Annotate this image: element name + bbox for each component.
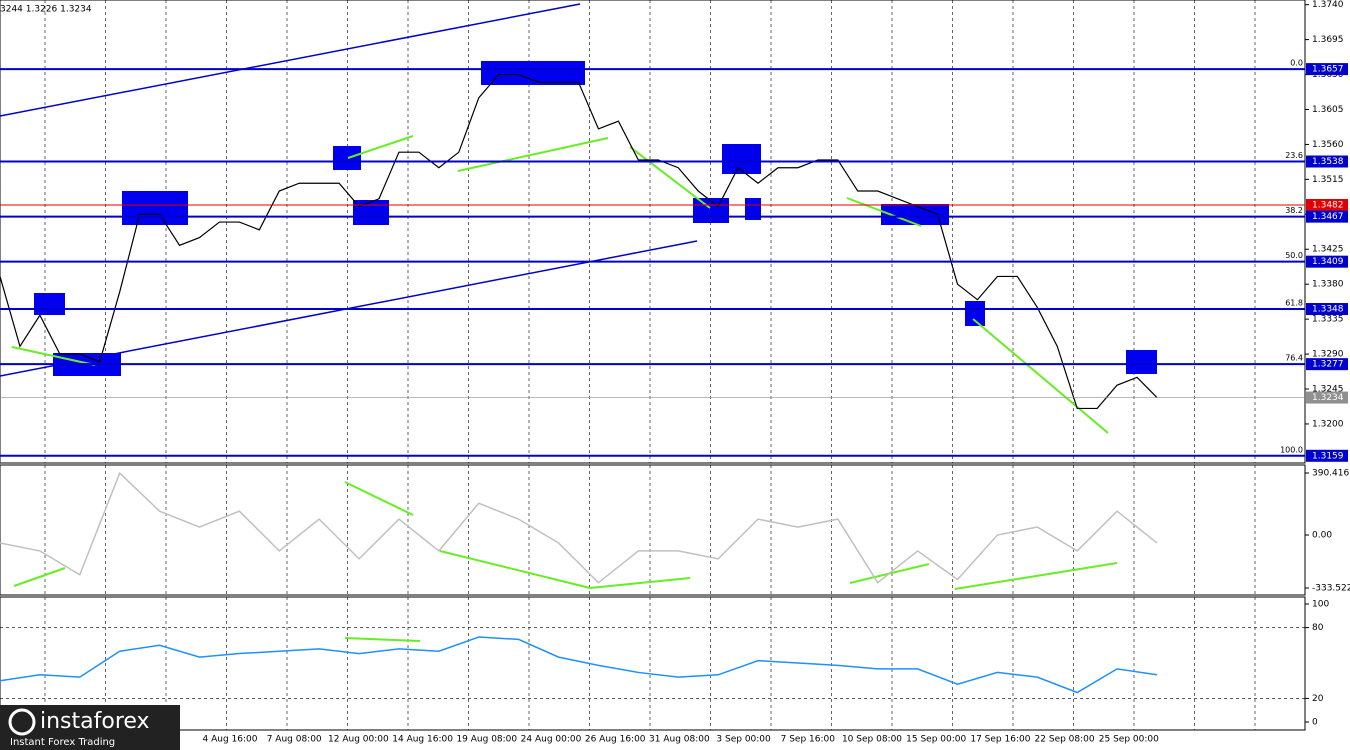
fib-label: 100.0 [1280,445,1303,454]
price-line [0,73,1158,410]
level-box [1306,63,1348,76]
divergence [11,346,96,366]
x-tick-label: 31 Aug 08:00 [649,735,710,745]
divergence [954,562,1118,590]
x-tick-label: 26 Aug 16:00 [585,735,646,745]
rsi-frame [0,596,1306,731]
y-tick-label: 80 [1312,623,1324,633]
rsi-line [0,636,1158,694]
y-tick-label: 390.4163 [1312,469,1350,479]
fib-label: 23.6 [1285,151,1303,160]
y-tick-label: 1.3515 [1312,175,1344,185]
x-tick-label: 3 Sep 00:00 [716,735,771,745]
zones [34,61,1157,376]
level-box [1306,155,1348,168]
divergence [13,567,66,587]
y-tick-label: 20 [1312,694,1324,704]
logo-icon [8,708,36,736]
y-tick-label: 1.3245 [1312,385,1344,395]
x-tick-label: 22 Sep 08:00 [1035,735,1095,745]
x-tick-label: 10 Sep 08:00 [842,735,902,745]
divergence [344,637,421,642]
zone [693,198,729,223]
x-tick-label: 7 Aug 08:00 [267,735,322,745]
divergence [846,197,922,227]
x-tick-label: 17 Sep 16:00 [970,735,1030,745]
zone [745,198,761,220]
level-label: 1.3657 [1312,65,1344,75]
divergence [589,577,691,589]
fib-label: 61.8 [1285,299,1303,308]
x-tick-label: 12 Aug 00:00 [328,735,389,745]
channel-line [0,3,581,117]
zone [34,293,65,315]
cci-line [0,471,1158,584]
y-tick-label: 1.3695 [1312,35,1344,45]
y-tick-label: 1.3335 [1312,315,1344,325]
level-label: 1.3467 [1312,212,1344,222]
level-box [1306,358,1348,371]
divergence [457,137,609,172]
zone [122,191,188,225]
y-tick-label: 1.3560 [1312,140,1344,150]
level-box [1306,198,1348,211]
y-tick-label: 100 [1312,600,1329,610]
x-tick-label: 14 Aug 16:00 [392,735,453,745]
y-tick-label: 1.3605 [1312,105,1344,115]
divergence [972,318,1109,434]
zone [333,146,361,170]
level-box [1306,449,1348,462]
level-box [1306,303,1348,316]
main-frame [0,0,1306,464]
divergence [439,550,591,589]
x-tick-label: 24 Aug 00:00 [521,735,582,745]
level-label: 1.3234 [1312,393,1344,403]
zone [481,61,585,85]
axis-labels: 1.37401.36951.36501.36051.35601.35151.34… [203,0,1350,744]
y-tick-label: 1.3380 [1312,280,1344,290]
y-tick-label: 1.3740 [1312,0,1344,10]
divergence [629,146,711,209]
y-tick-label: 1.3200 [1312,419,1344,429]
y-tick-label: 0.00 [1312,531,1332,541]
x-tick-label: 7 Sep 16:00 [781,735,836,745]
y-tick-label: 1.3425 [1312,245,1344,255]
level-box [1306,210,1348,223]
level-label: 1.3348 [1312,305,1344,315]
y-tick-label: 1.3290 [1312,350,1344,360]
series [0,68,1305,699]
level-label: 1.3482 [1312,200,1344,210]
level-label: 1.3159 [1312,451,1344,461]
zone [1126,350,1157,374]
zone [965,301,985,326]
zone [881,204,949,225]
fib-label: 0.0 [1290,59,1303,68]
fib-label: 76.4 [1285,354,1303,363]
divergence [347,135,414,159]
zone [353,200,389,225]
cci-frame [0,464,1306,596]
x-tick-label: 25 Sep 00:00 [1099,735,1159,745]
x-tick-label: 4 Aug 16:00 [203,735,258,745]
level-box [1306,391,1348,404]
divergence [344,481,414,516]
layout [0,0,1306,731]
zone [722,144,761,174]
logo-name: instaforex [40,709,150,734]
x-tick-label: 19 Aug 08:00 [456,735,517,745]
logo-tagline: Instant Forex Trading [10,737,115,748]
fib-label: 38.2 [1285,206,1303,215]
level-label: 1.3538 [1312,157,1344,167]
level-label: 1.3277 [1312,360,1344,370]
level-box [1306,255,1348,268]
fib-label: 50.0 [1285,251,1303,260]
level-label: 1.3409 [1312,257,1344,267]
x-tick-label: 15 Sep 00:00 [906,735,966,745]
y-tick-label: -333.522 [1312,584,1350,594]
header: 3244 1.3226 1.3234 [0,5,92,15]
y-tick-label: 0 [1312,718,1318,728]
